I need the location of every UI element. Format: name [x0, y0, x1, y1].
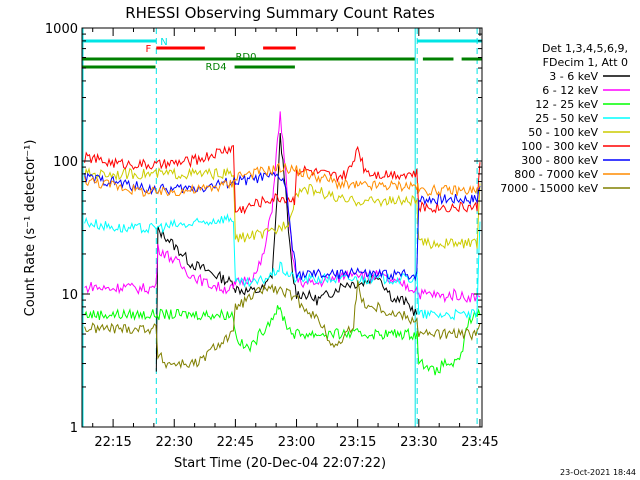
x-tick-label: 22:45 — [217, 435, 254, 450]
legend-header-line: Det 1,3,4,5,6,9, — [542, 42, 628, 55]
x-tick-label: 23:30 — [400, 435, 437, 450]
chart-title: RHESSI Observing Summary Count Rates — [125, 4, 435, 22]
y-axis-label: Count Rate (s⁻¹ detector⁻¹) — [23, 140, 38, 317]
legend-label: 800 - 7000 keV — [514, 168, 598, 181]
y-tick-label: 1000 — [45, 22, 78, 37]
series-layer — [84, 111, 481, 376]
series-line-800-7000-keV — [84, 162, 481, 198]
series-line-100-300-keV — [84, 145, 481, 215]
plot-frame — [81, 27, 483, 428]
legend-label: 300 - 800 keV — [521, 154, 598, 167]
x-tick-label: 23:45 — [461, 435, 498, 450]
legend-label: 25 - 50 keV — [535, 112, 598, 125]
x-tick-label: 23:00 — [278, 435, 315, 450]
footer-date: 23-Oct-2021 18:44 — [560, 468, 636, 477]
legend-label: 50 - 100 keV — [528, 126, 598, 139]
y-tick-label: 100 — [53, 155, 78, 170]
segment-label-night: N — [160, 37, 167, 48]
segment-label-flare: F — [146, 44, 152, 55]
series-line-50-100-keV — [84, 167, 481, 250]
segment-label-rd0: RD0 — [235, 52, 256, 63]
series-line-12-25-keV — [84, 305, 481, 376]
legend-label: 12 - 25 keV — [535, 98, 598, 111]
legend: Det 1,3,4,5,6,9,FDecim 1, Att 03 - 6 keV… — [500, 42, 630, 195]
legend-header-line: FDecim 1, Att 0 — [543, 56, 628, 69]
x-tick-label: 22:15 — [94, 435, 131, 450]
x-tick-label: 22:30 — [156, 435, 193, 450]
y-tick-label: 10 — [61, 288, 78, 303]
axes: 1 10 100 1000 22:15 22:30 22:45 23:00 23:15 23:30… — [45, 22, 499, 450]
legend-label: 6 - 12 keV — [542, 84, 598, 97]
legend-label: 7000 - 15000 keV — [500, 182, 598, 195]
legend-label: 100 - 300 keV — [521, 140, 598, 153]
x-tick-label: 23:15 — [339, 435, 376, 450]
segment-label-rd4: RD4 — [206, 62, 227, 73]
x-axis-label: Start Time (20-Dec-04 22:07:22) — [174, 456, 386, 471]
series-line-6-12-keV — [84, 111, 481, 304]
series-line-7000-15000-keV — [84, 280, 481, 370]
y-tick-label: 1 — [70, 421, 78, 436]
legend-label: 3 - 6 keV — [549, 70, 598, 83]
series-line-300-800-keV — [84, 171, 481, 282]
